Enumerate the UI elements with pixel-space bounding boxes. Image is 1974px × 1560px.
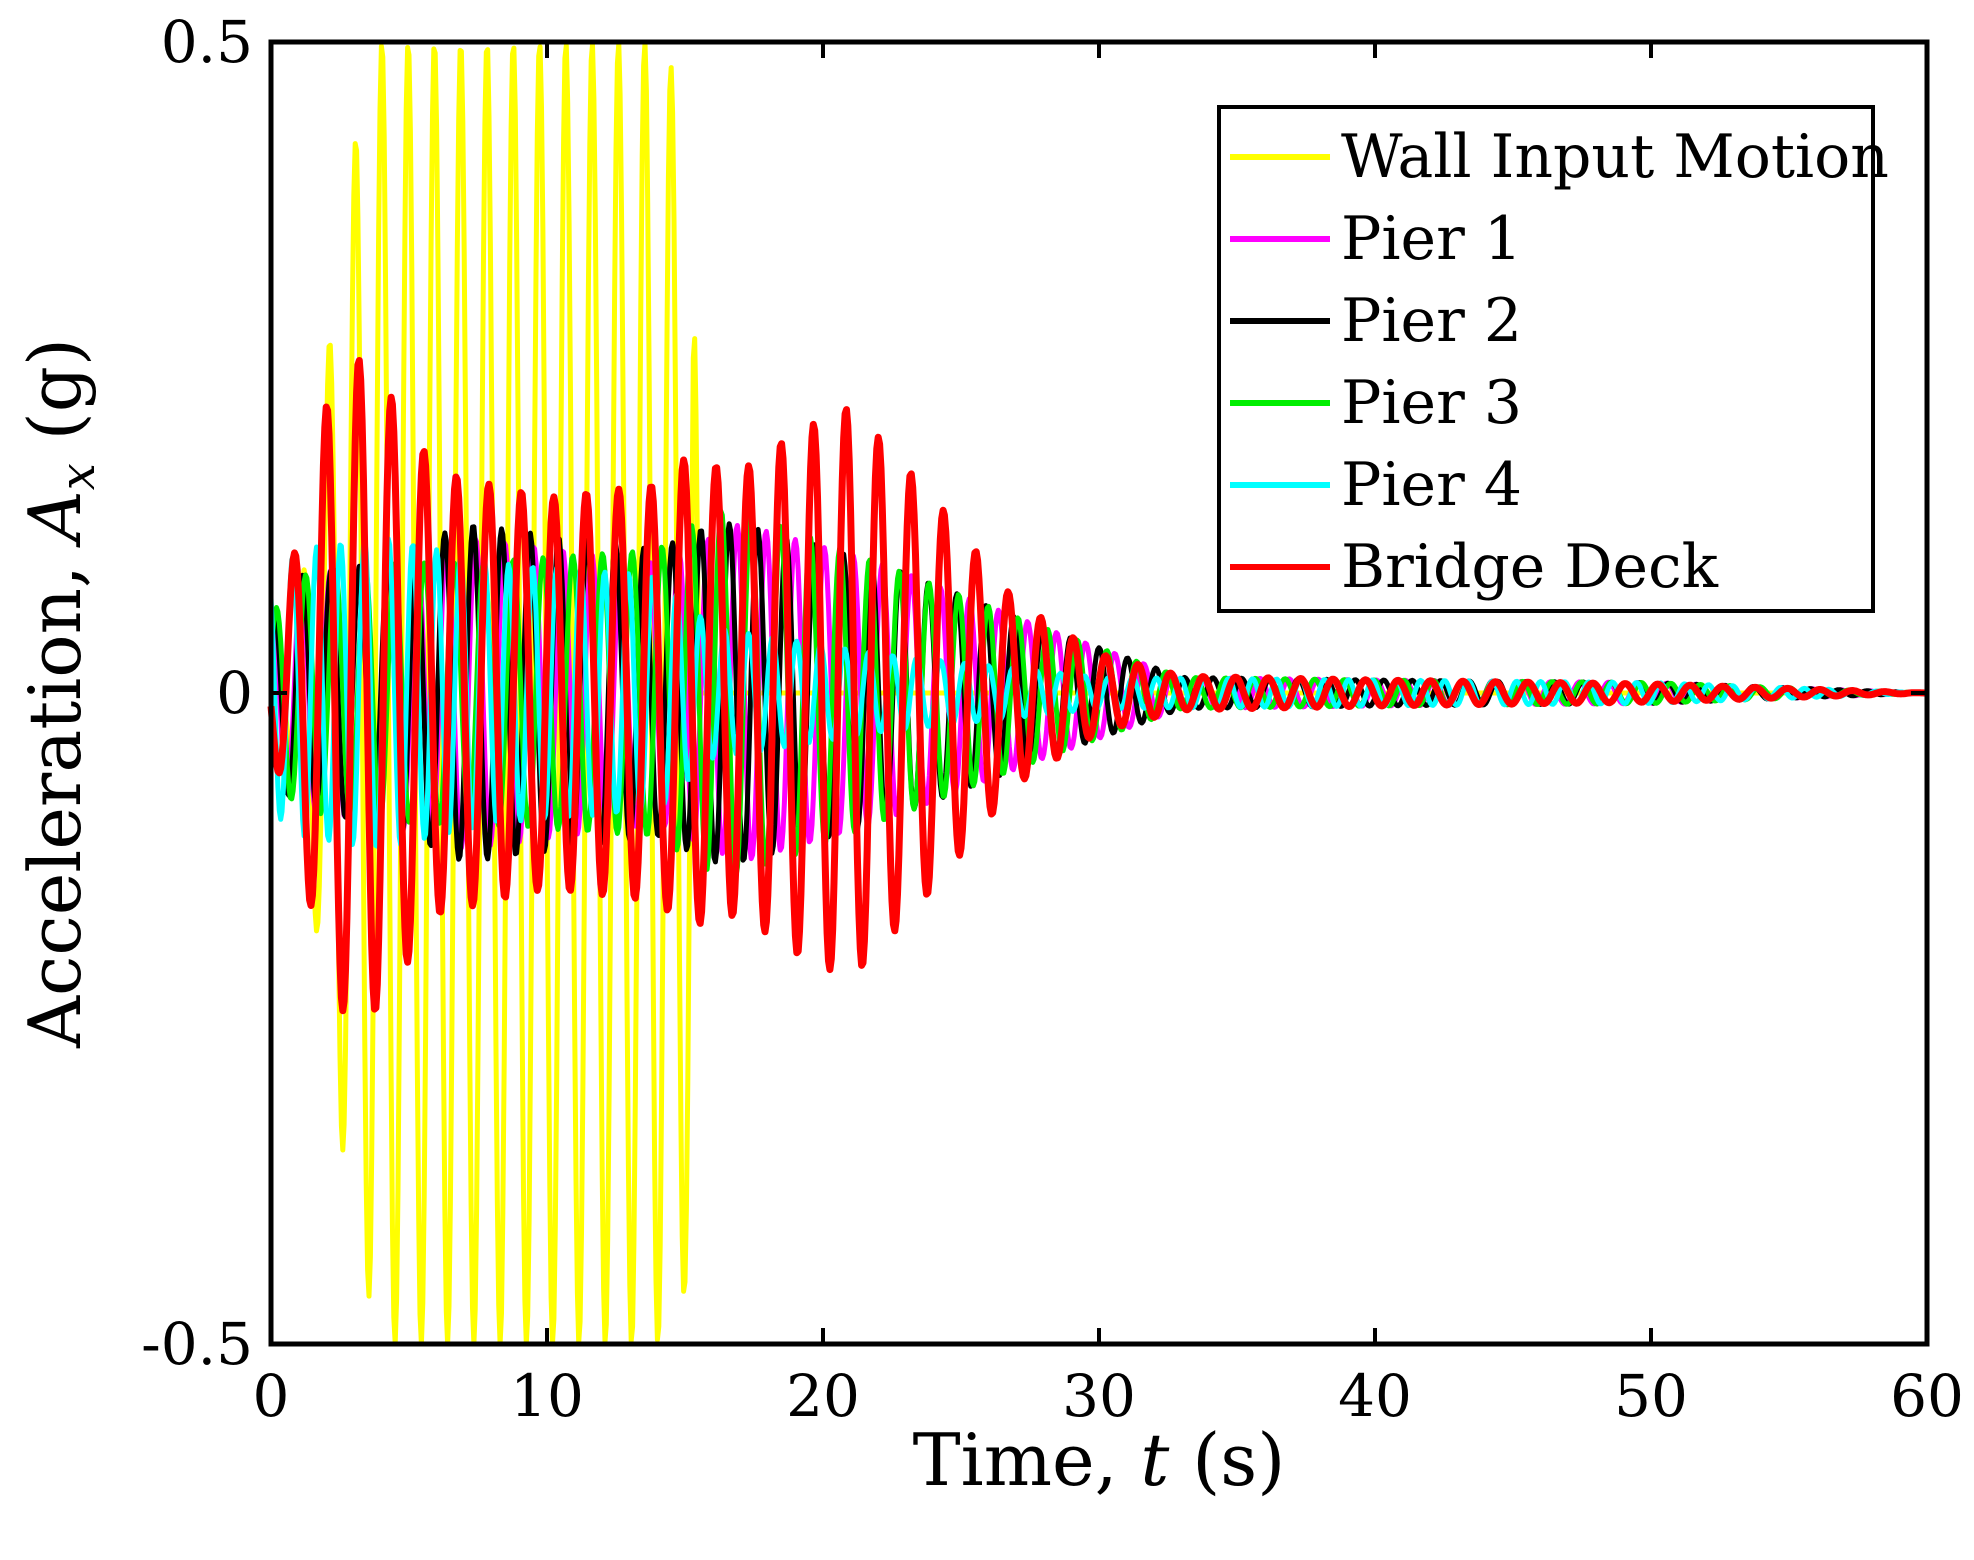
legend-label: Pier 4	[1341, 450, 1522, 520]
y-tick-label: 0	[216, 659, 253, 727]
y-tick-label: -0.5	[141, 1310, 253, 1378]
x-tick-label: 20	[786, 1362, 860, 1430]
legend: Wall Input Motion Pier 1 Pier 2 Pier 3 Pier …	[1217, 105, 1889, 613]
x-tick-label: 50	[1614, 1362, 1688, 1430]
x-tick-label: 10	[510, 1362, 584, 1430]
y-tick-label: 0.5	[161, 8, 253, 76]
y-axis-label: Acceleration, Ax (g)	[13, 338, 106, 1049]
series-line-bridge-deck	[267, 357, 1930, 1015]
series-layer	[267, 40, 1930, 1347]
legend-label: Pier 3	[1341, 368, 1522, 438]
legend-label: Pier 1	[1341, 204, 1522, 274]
legend-items: Wall Input Motion Pier 1 Pier 2 Pier 3 Pier …	[1230, 122, 1889, 602]
x-tick-label: 0	[253, 1362, 290, 1430]
ticks-layer	[269, 40, 1929, 1346]
legend-label: Bridge Deck	[1341, 532, 1719, 602]
x-axis-label: Time, t (s)	[913, 1418, 1286, 1502]
x-tick-label: 60	[1890, 1362, 1964, 1430]
legend-box	[1217, 105, 1875, 613]
legend-label: Pier 2	[1341, 286, 1522, 356]
x-tick-label: 40	[1338, 1362, 1412, 1430]
tick-labels: 0 10 20 30 40 50 60-0.500.5	[141, 8, 1964, 1430]
legend-label: Wall Input Motion	[1341, 122, 1889, 192]
x-tick-label: 30	[1062, 1362, 1136, 1430]
